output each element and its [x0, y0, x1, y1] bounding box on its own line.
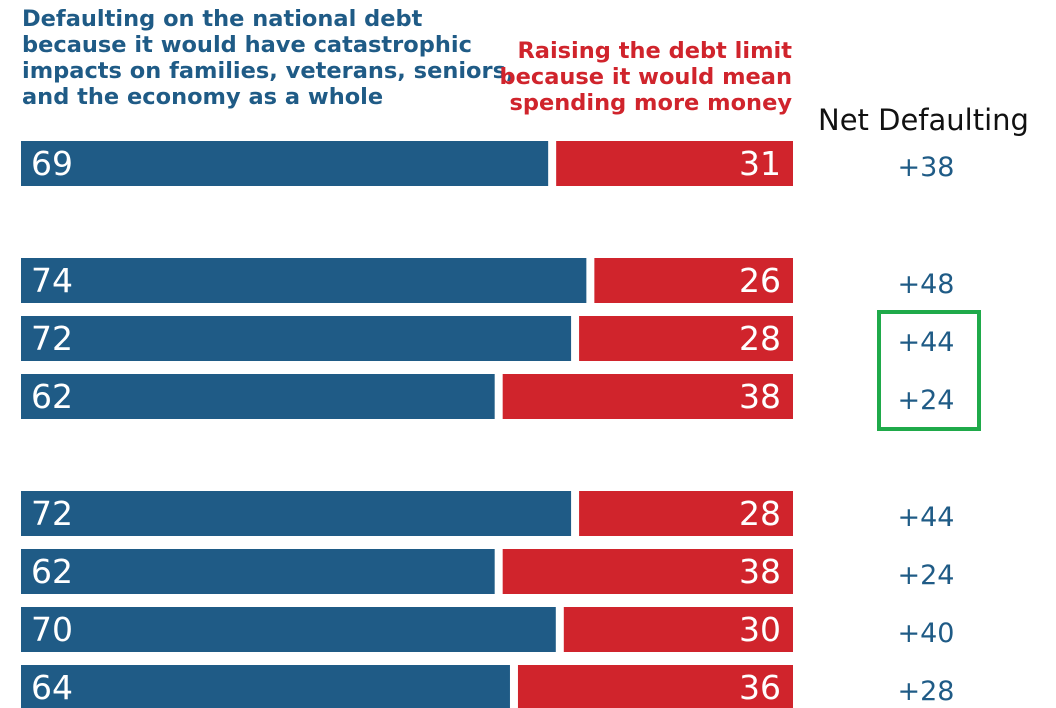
bar-label-defaulting: 62	[31, 377, 73, 416]
bar-defaulting	[21, 141, 549, 186]
legend-line: Defaulting on the national debt	[22, 6, 423, 32]
bar-label-defaulting: 74	[31, 261, 73, 300]
bar-defaulting	[21, 316, 572, 361]
bar-raising	[563, 607, 793, 652]
net-defaulting-value: +44	[898, 327, 955, 358]
legend-series-defaulting: Defaulting on the national debt because …	[22, 6, 515, 110]
bar-defaulting	[21, 665, 510, 708]
net-defaulting-value: +48	[898, 269, 955, 300]
highlight-box	[877, 310, 981, 431]
bar-raising	[579, 316, 793, 361]
bar-label-defaulting: 72	[31, 319, 73, 358]
bar-label-raising: 28	[739, 319, 781, 358]
net-defaulting-value: +24	[898, 560, 955, 591]
bar-raising	[579, 491, 793, 536]
bar-raising	[502, 549, 793, 594]
bar-defaulting	[21, 258, 587, 303]
bar-label-raising: 30	[739, 610, 781, 649]
bar-label-defaulting: 64	[31, 668, 73, 707]
legend-line: and the economy as a whole	[22, 84, 384, 110]
legend-line: Raising the debt limit	[517, 38, 792, 64]
bar-defaulting	[21, 549, 495, 594]
bar-label-defaulting: 62	[31, 552, 73, 591]
bar-raising	[502, 374, 793, 419]
bar-label-raising: 38	[739, 377, 781, 416]
bar-label-raising: 38	[739, 552, 781, 591]
bar-label-raising: 36	[739, 668, 781, 707]
net-defaulting-header: Net Defaulting	[818, 103, 1029, 137]
net-defaulting-value: +44	[898, 502, 955, 533]
bar-raising	[594, 258, 793, 303]
legend-line: spending more money	[509, 90, 793, 116]
bar-label-raising: 31	[739, 144, 781, 183]
bar-raising	[517, 665, 793, 708]
legend-line: because it would mean	[499, 64, 792, 90]
bar-label-defaulting: 70	[31, 610, 73, 649]
net-defaulting-value: +24	[898, 385, 955, 416]
legend-series-raising: Raising the debt limit because it would …	[492, 38, 792, 116]
net-defaulting-value: +38	[898, 152, 955, 183]
bar-label-raising: 28	[739, 494, 781, 533]
bar-label-raising: 26	[739, 261, 781, 300]
bar-raising	[556, 141, 793, 186]
bar-defaulting	[21, 607, 556, 652]
bar-defaulting	[21, 491, 572, 536]
bar-label-defaulting: 72	[31, 494, 73, 533]
legend-line: because it would have catastrophic	[22, 32, 472, 58]
legend-line: impacts on families, veterans, seniors,	[22, 58, 515, 84]
bar-defaulting	[21, 374, 495, 419]
net-defaulting-value: +28	[898, 676, 955, 707]
bar-label-defaulting: 69	[31, 144, 73, 183]
net-defaulting-value: +40	[898, 618, 955, 649]
